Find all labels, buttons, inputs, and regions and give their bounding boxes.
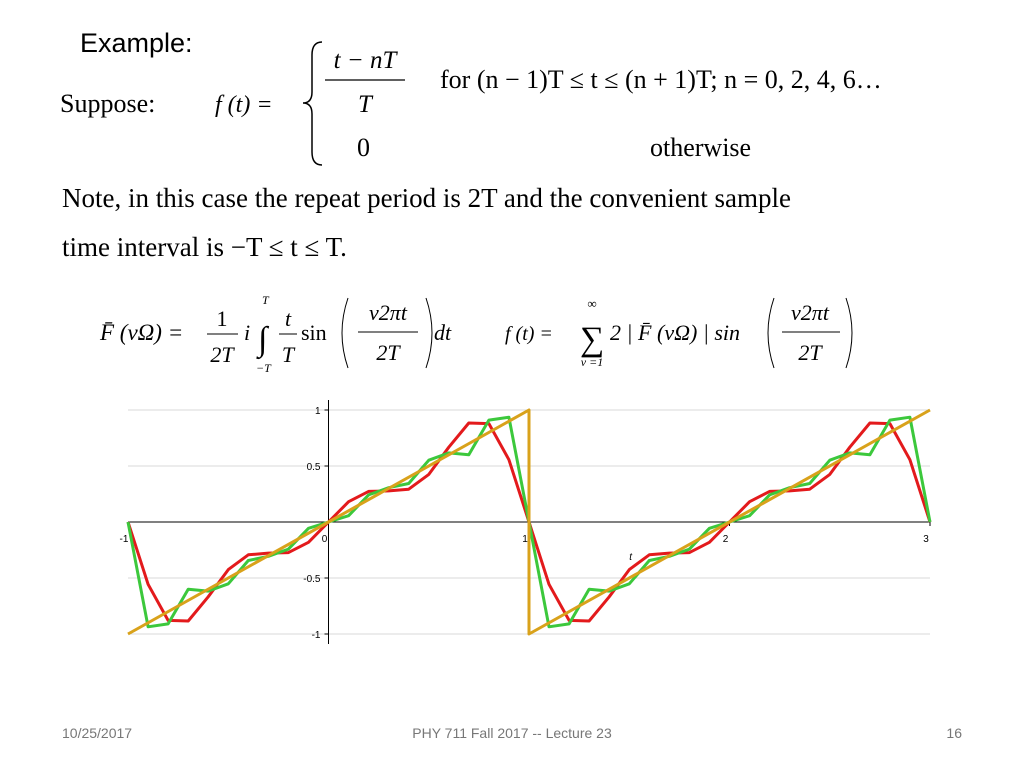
x-tick-label: 1 <box>522 534 528 545</box>
paren <box>845 297 853 369</box>
numerator: t − nT <box>334 47 399 74</box>
condition: for (n − 1)T ≤ t ≤ (n + 1)T; n = 0, 2, 4… <box>440 65 882 94</box>
x-tick-label: -1 <box>120 534 129 545</box>
denominator: 2T <box>210 342 235 367</box>
lower-limit: −T <box>256 361 272 375</box>
y-tick-label: 0.5 <box>307 462 321 473</box>
dt: dt <box>434 320 452 345</box>
denominator: 2T <box>376 340 401 365</box>
otherwise: otherwise <box>650 133 751 162</box>
lower-limit: ν =1 <box>581 355 603 369</box>
y-tick-label: -0.5 <box>303 574 321 585</box>
numerator: ν2πt <box>791 300 830 325</box>
denominator: T <box>282 342 296 367</box>
paren <box>425 297 433 369</box>
note-line: time interval is −T ≤ t ≤ T. <box>62 232 347 262</box>
denominator: T <box>358 91 374 118</box>
brace <box>302 41 323 166</box>
plot: -1 -0.5 0.5 1 -1 0 1 2 3 t <box>120 398 932 646</box>
denominator: 2T <box>798 340 823 365</box>
x-axis-label: t <box>629 552 633 563</box>
y-tick-label: 1 <box>315 406 321 417</box>
upper-limit: T <box>262 293 270 307</box>
formula-lhs: f (t) = <box>505 323 553 345</box>
integral: ∫ <box>256 321 270 360</box>
imag-unit: i <box>244 320 250 345</box>
note-line: Note, in this case the repeat period is … <box>62 183 791 213</box>
formula-lhs: F̄ (νΩ) = <box>99 320 183 345</box>
paren <box>767 297 775 369</box>
sin: sin <box>301 320 327 345</box>
slide-title: Example: <box>80 28 193 58</box>
y-tick-label: -1 <box>312 630 321 641</box>
numerator: t <box>285 306 292 331</box>
numerator: 1 <box>217 306 228 331</box>
suppose: Suppose: <box>60 89 155 118</box>
upper-limit: ∞ <box>587 296 596 311</box>
footer-date: 10/25/2017 <box>62 725 132 741</box>
x-tick-label: 3 <box>923 534 929 545</box>
x-tick-label: 2 <box>723 534 729 545</box>
formula-body: 2 | F̄ (νΩ) | sin <box>610 320 740 345</box>
footer-page: 16 <box>946 725 962 741</box>
zero: 0 <box>357 133 370 162</box>
lhs: f (t) = <box>215 92 273 118</box>
sum: ∑ <box>580 321 604 358</box>
paren <box>341 297 349 369</box>
footer-course: PHY 711 Fall 2017 -- Lecture 23 <box>412 725 612 741</box>
numerator: ν2πt <box>369 300 408 325</box>
x-tick-label: 0 <box>322 534 328 545</box>
series-line <box>127 408 931 636</box>
